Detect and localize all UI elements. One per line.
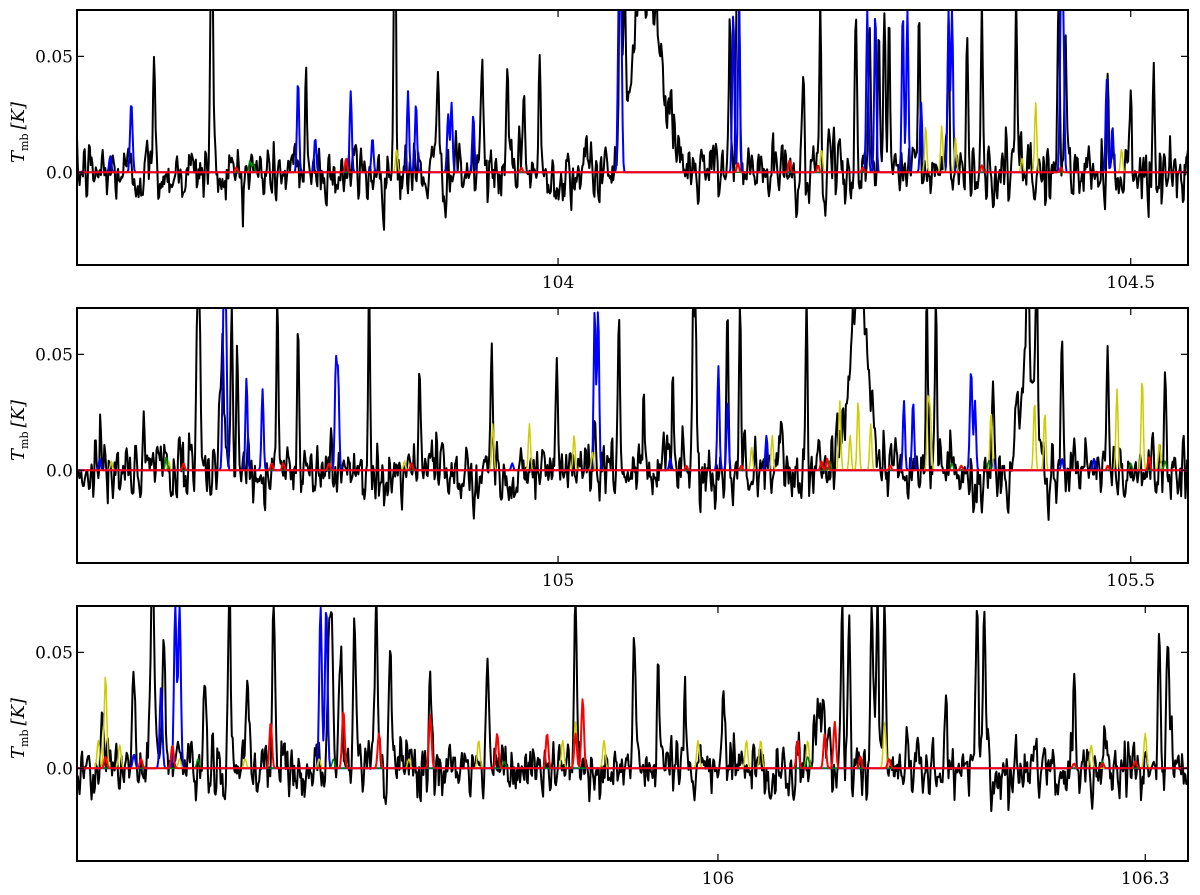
y-axis-label-symbol: T [8,149,29,163]
series-group [77,308,1188,521]
model-spectrum-ff0000 [77,456,1188,472]
observed-spectrum-000000 [77,10,1188,231]
ytick-label: 0.0 [46,759,73,779]
y-axis-label-symbol: T [8,745,29,759]
plot-frame [76,307,1189,564]
y-axis-label-unit: [K] [8,399,29,427]
xtick-label: 104 [542,273,574,293]
xtick-label: 104.5 [1106,273,1155,293]
ytick-label: 0.05 [35,345,73,365]
series-group [77,10,1188,231]
observed-spectrum-000000 [77,308,1188,521]
y-axis-label-unit: [K] [8,101,29,129]
spectrum-panel-middle: 0.0 0.05 105 105.5 Tmb [K] [8,307,1189,591]
xtick-label: 106.3 [1121,869,1170,889]
model-spectrum-0000ff [77,308,1188,472]
ytick-label: 0.05 [35,643,73,663]
xtick-label: 105.5 [1106,571,1155,591]
series-group [77,606,1188,813]
plot-frame [76,605,1189,862]
xtick-label: 106 [702,869,734,889]
spectrum-panel-bottom: 0.0 0.05 106 106.3 Tmb [K] [8,605,1189,889]
y-axis-label: Tmb [K] [8,697,31,759]
spectrum-panel-top: 0.0 0.05 104 104.5 Tmb [K] [8,9,1189,293]
y-axis-label-symbol: T [8,447,29,461]
ytick-label: 0.05 [35,47,73,67]
y-axis-label: Tmb [K] [8,399,31,461]
y-axis-label-unit: [K] [8,697,29,725]
ytick-label: 0.0 [46,163,73,183]
y-axis-label-subscript: mb [18,730,31,747]
xtick-label: 105 [542,571,574,591]
ytick-label: 0.0 [46,461,73,481]
model-spectrum-ff0000 [77,698,1188,770]
y-axis-label-subscript: mb [18,432,31,449]
plot-frame [76,9,1189,266]
y-axis-label-subscript: mb [18,134,31,151]
y-axis-label: Tmb [K] [8,101,31,163]
model-spectrum-ff0000 [77,157,1188,174]
